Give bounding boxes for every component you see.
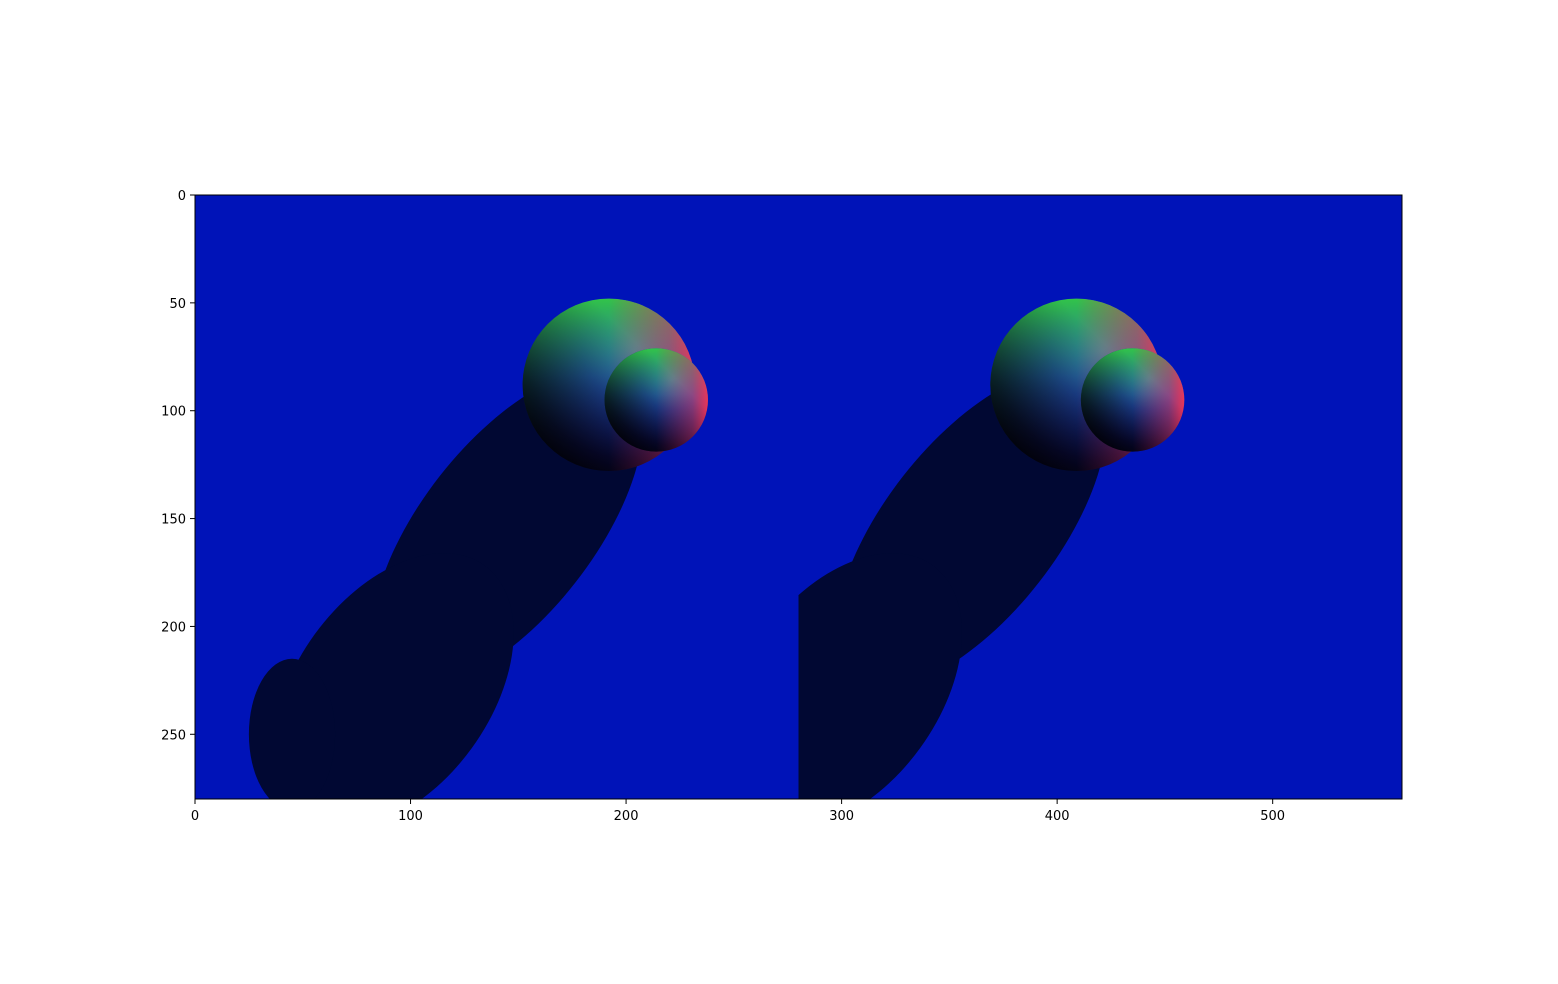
shadow-ellipse-1-1 [798, 553, 962, 799]
x-tick-label-2: 200 [614, 809, 639, 824]
y-tick-label-2: 100 [161, 405, 186, 420]
x-tick-label-3: 300 [829, 809, 854, 824]
sphere-1-1 [1080, 348, 1185, 452]
shadow-ellipse-0-2 [248, 658, 336, 799]
shadow-ellipse-0-1 [272, 553, 514, 799]
y-tick-label-5: 250 [161, 728, 186, 743]
y-tick-label-0: 0 [178, 189, 186, 204]
axes-frame [194, 194, 1403, 800]
x-tick-label-5: 500 [1260, 809, 1285, 824]
y-tick-label-1: 50 [169, 297, 186, 312]
y-axis-ticks: 0 50 100 150 200 250 [161, 189, 195, 743]
x-tick-label-1: 100 [398, 809, 423, 824]
y-tick-label-3: 150 [161, 513, 186, 528]
x-axis-ticks: 0 100 200 300 400 500 [191, 799, 1285, 824]
sphere-layer-right [990, 298, 1185, 472]
y-tick-label-4: 200 [161, 620, 186, 635]
x-tick-label-4: 400 [1045, 809, 1070, 824]
sphere-0-1 [604, 348, 708, 452]
x-tick-label-0: 0 [191, 809, 199, 824]
sphere-layer [522, 298, 708, 472]
image-area [195, 195, 1402, 799]
